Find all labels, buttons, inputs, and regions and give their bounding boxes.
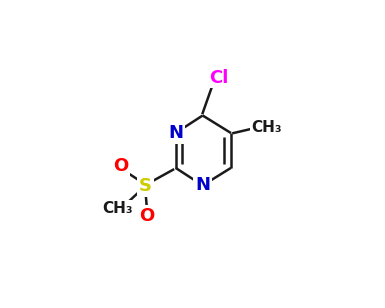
Text: N: N [168, 124, 183, 142]
Text: Cl: Cl [209, 69, 228, 87]
Text: S: S [139, 177, 152, 195]
Text: N: N [195, 176, 210, 194]
Text: CH₃: CH₃ [251, 120, 282, 135]
Text: O: O [139, 207, 154, 225]
Text: O: O [113, 157, 128, 175]
Text: CH₃: CH₃ [102, 201, 133, 216]
